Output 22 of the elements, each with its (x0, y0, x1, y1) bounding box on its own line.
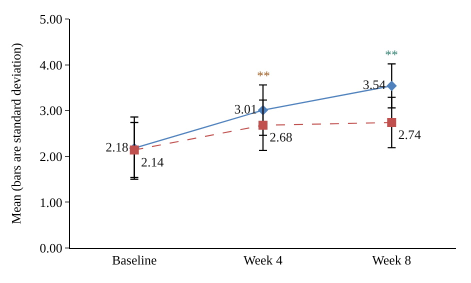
data-label: 2.14 (140, 154, 164, 170)
y-tick-label: 2.00 (40, 148, 62, 164)
point (258, 120, 268, 130)
y-tick-label: 3.00 (40, 103, 62, 118)
annotation: ** (385, 47, 398, 62)
data-label: 2.68 (270, 130, 292, 145)
y-tick-label: 1.00 (40, 194, 62, 210)
data-label: 3.01 (234, 101, 257, 116)
point (130, 145, 139, 154)
y-axis-title: Mean (bars are standard deviation) (8, 42, 24, 224)
y-tick-label: 5.00 (40, 12, 62, 27)
x-tick-label: Week 8 (372, 252, 412, 268)
annotation: ** (257, 68, 270, 83)
x-tick-label: Baseline (112, 252, 157, 268)
data-label: 2.18 (106, 139, 128, 154)
y-tick-label: 0.00 (40, 240, 62, 256)
point (386, 80, 397, 92)
data-label: 3.54 (362, 77, 386, 92)
point (387, 118, 396, 128)
y-tick-label: 4.00 (40, 57, 62, 72)
x-tick-label: Week 4 (243, 252, 284, 268)
data-label: 2.74 (398, 126, 422, 142)
